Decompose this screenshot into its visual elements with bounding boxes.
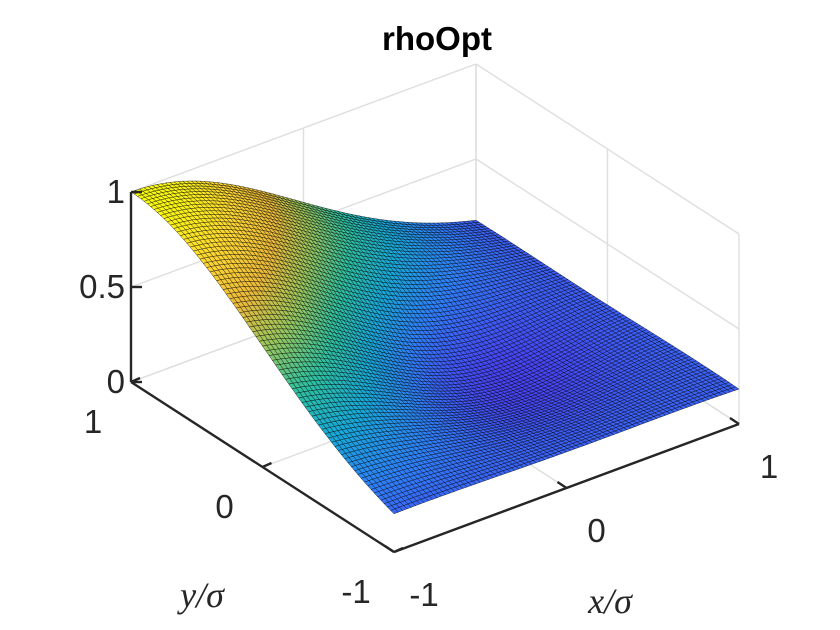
surface-mesh (130, 180, 740, 515)
